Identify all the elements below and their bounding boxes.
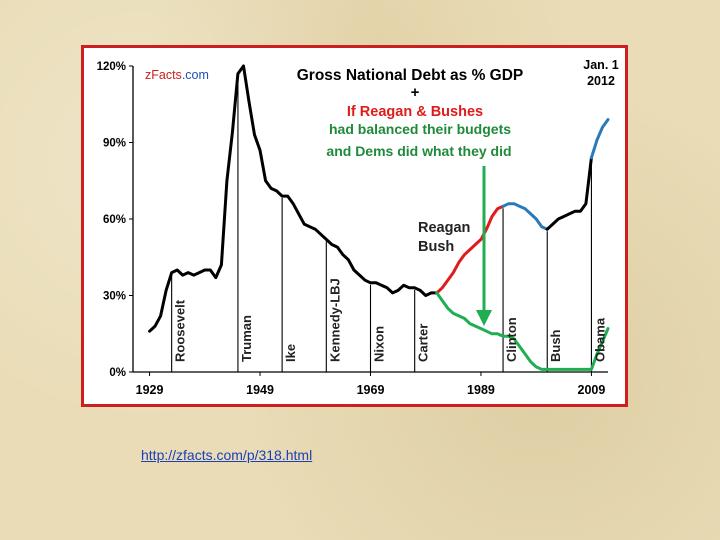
x-tick-label: 1949	[246, 383, 274, 397]
brand-facts: Facts	[151, 68, 182, 82]
source-link[interactable]: http://zfacts.com/p/318.html	[141, 447, 313, 463]
y-tick-label: 60%	[103, 214, 126, 226]
brand-z: z	[145, 68, 151, 82]
series-line-actual	[148, 64, 439, 333]
y-tick-label: 30%	[103, 291, 126, 303]
reagan-bush-label-line1: Reagan	[418, 220, 470, 236]
president-label-truman: Truman	[239, 315, 254, 362]
president-label-clinton: Clinton	[504, 317, 519, 362]
x-tick-label: 2009	[578, 383, 606, 397]
green-arrow	[476, 166, 492, 326]
president-label-roosevelt: Roosevelt	[173, 299, 188, 362]
series-line-clinton	[501, 202, 549, 231]
chart-subtitle-line3: and Dems did what they did	[326, 143, 511, 159]
series-line-obama	[589, 118, 610, 160]
chart-frame: 0% 30% 60% 90% 120% 1929 1949 1969 1989 2009 Roos…	[81, 45, 628, 407]
y-tick-label: 120%	[97, 61, 126, 73]
ticks-layer: 0% 30% 60% 90% 120% 1929 1949 1969 1989 2009	[97, 61, 606, 397]
y-tick-label: 0%	[109, 367, 126, 379]
x-tick-label: 1989	[467, 383, 495, 397]
president-label-nixon: Nixon	[372, 326, 387, 362]
series-line-bush	[545, 156, 593, 231]
chart-subtitle-plus: +	[411, 84, 420, 101]
date-line2: 2012	[587, 74, 615, 88]
president-label-bush: Bush	[548, 329, 563, 362]
president-label-carter: Carter	[416, 324, 431, 362]
president-lines	[171, 75, 592, 372]
president-label-ike: Ike	[283, 344, 298, 362]
chart-title: Gross National Debt as % GDP	[297, 67, 524, 84]
x-tick-label: 1969	[357, 383, 385, 397]
brand-logo: zFacts.com	[145, 68, 209, 82]
chart-subtitle-line2: had balanced their budgets	[329, 121, 511, 137]
series-line-counterfactual	[435, 291, 610, 371]
president-label-kennedy-lbj: Kennedy-LBJ	[327, 278, 342, 362]
y-tick-label: 90%	[103, 138, 126, 150]
date-line1: Jan. 1	[583, 58, 618, 72]
x-tick-label: 1929	[136, 383, 164, 397]
debt-chart: 0% 30% 60% 90% 120% 1929 1949 1969 1989 2009 Roos…	[97, 58, 619, 397]
brand-com: .com	[182, 68, 209, 82]
reagan-bush-label-line2: Bush	[418, 239, 454, 255]
series-layer	[148, 64, 610, 371]
labels-layer: Roosevelt Truman Ike Kennedy-LBJ Nixon Carter…	[173, 278, 608, 362]
president-label-obama: Obama	[592, 317, 607, 362]
series-line-reagan_bush	[435, 204, 505, 295]
chart-subtitle-line1: If Reagan & Bushes	[347, 104, 483, 120]
